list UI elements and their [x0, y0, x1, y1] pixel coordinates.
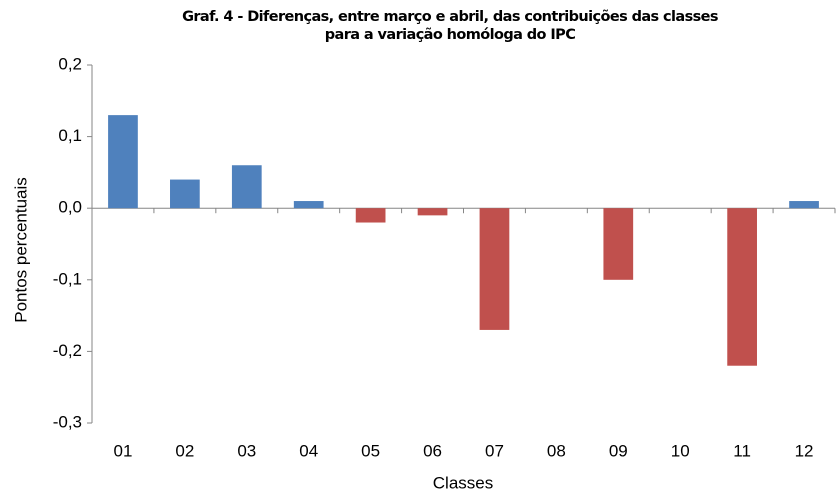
x-tick-label: 04	[299, 441, 318, 460]
y-axis-label: Pontos percentuais	[11, 177, 30, 323]
chart-title: Graf. 4 - Diferenças, entre março e abri…	[182, 9, 718, 43]
x-tick-label: 01	[113, 441, 132, 460]
bar	[603, 208, 634, 280]
x-tick-label: 06	[423, 441, 442, 460]
bar	[231, 165, 262, 209]
y-tick-label: 0,0	[58, 198, 82, 217]
x-tick-label: 12	[795, 441, 814, 460]
x-tick-label: 10	[671, 441, 690, 460]
x-tick-label: 02	[175, 441, 194, 460]
x-tick-label: 05	[361, 441, 380, 460]
x-tick-label: 08	[547, 441, 566, 460]
bar	[293, 201, 324, 209]
bar	[727, 208, 757, 366]
x-tick-label: 09	[609, 441, 628, 460]
bar	[108, 115, 138, 209]
bar	[417, 208, 448, 216]
x-axis-label: Classes	[433, 473, 493, 492]
y-tick-label: -0,1	[53, 269, 82, 288]
y-tick-label: -0,3	[53, 412, 82, 431]
x-tick-label: 03	[237, 441, 256, 460]
x-tick-label: 11	[733, 441, 751, 460]
bar	[170, 179, 200, 209]
y-tick-label: 0,1	[58, 126, 82, 145]
y-tick-label: -0,2	[53, 341, 82, 360]
y-tick-label: 0,2	[58, 54, 82, 73]
bar	[355, 208, 386, 223]
bar	[479, 208, 510, 330]
x-tick-label: 07	[485, 441, 504, 460]
bar	[789, 201, 819, 209]
